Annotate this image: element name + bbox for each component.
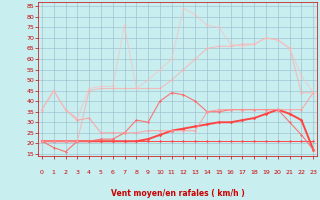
- X-axis label: Vent moyen/en rafales ( km/h ): Vent moyen/en rafales ( km/h ): [111, 189, 244, 198]
